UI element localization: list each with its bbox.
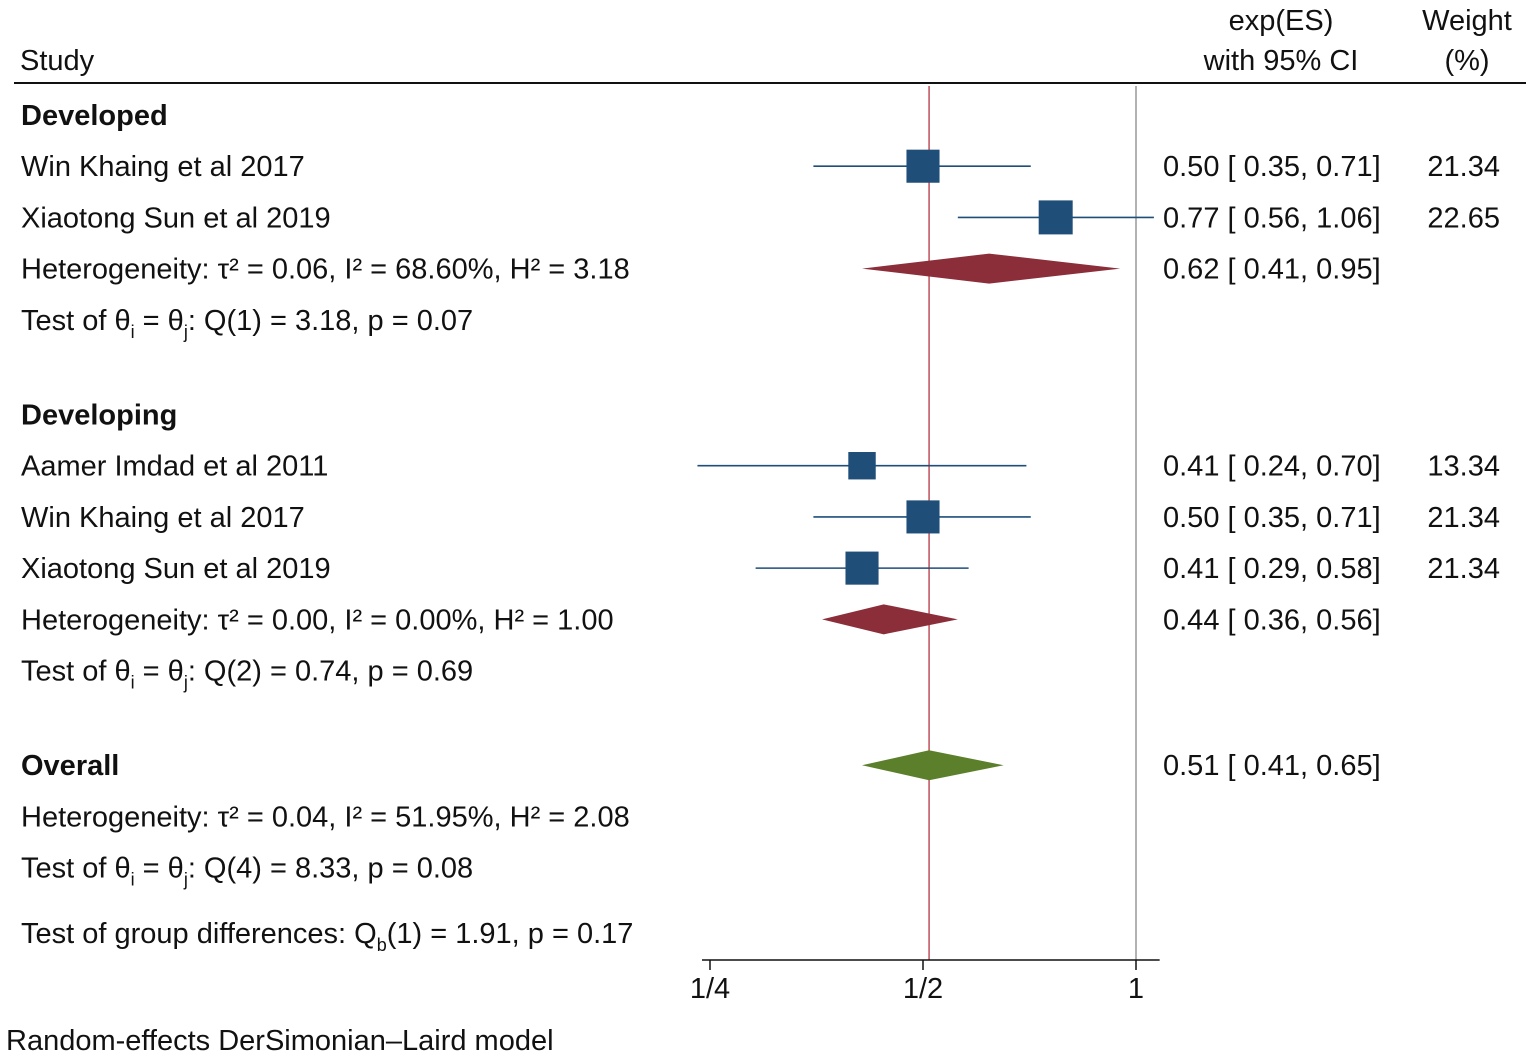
weight-value: 21.34 <box>1427 502 1500 534</box>
study-label: Aamer Imdad et al 2011 <box>21 451 328 483</box>
effect-ci-value: 0.77 [ 0.56, 1.06] <box>1163 202 1381 234</box>
weight-value: 13.34 <box>1427 451 1500 483</box>
x-tick-label: 1 <box>1128 973 1144 1005</box>
effect-square <box>845 551 879 585</box>
heterogeneity-label: Heterogeneity: τ² = 0.06, I² = 68.60%, H… <box>21 254 630 286</box>
forest-rows: Developed Win Khaing et al 2017 0.50 [ 0.3… <box>21 100 1500 955</box>
homogeneity-test-label: Test of θi = θj: Q(1) = 3.18, p = 0.07 <box>21 305 473 342</box>
x-axis-ticks: 1/4 1/2 1 <box>690 960 1144 1005</box>
overall-diamond <box>862 750 1004 781</box>
effect-ci-value: 0.44 [ 0.36, 0.56] <box>1163 604 1381 636</box>
study-label: Xiaotong Sun et al 2019 <box>21 202 331 234</box>
x-tick-label: 1/2 <box>903 973 943 1005</box>
subgroup-heading: Developing <box>21 400 177 432</box>
group-difference-test-label: Test of group differences: Qb(1) = 1.91,… <box>21 918 633 955</box>
homogeneity-test-label: Test of θi = θj: Q(4) = 8.33, p = 0.08 <box>21 853 473 890</box>
effect-square <box>1038 200 1073 235</box>
overall-heading: Overall <box>21 750 119 782</box>
header-study: Study <box>20 45 95 77</box>
weight-value: 22.65 <box>1427 202 1500 234</box>
effect-ci-value: 0.51 [ 0.41, 0.65] <box>1163 750 1381 782</box>
effect-ci-value: 0.50 [ 0.35, 0.71] <box>1163 502 1381 534</box>
subgroup-heading: Developed <box>21 100 168 132</box>
header-weight-line2: (%) <box>1444 45 1489 77</box>
effect-square <box>906 149 940 183</box>
heterogeneity-label: Heterogeneity: τ² = 0.04, I² = 51.95%, H… <box>21 801 630 833</box>
model-footnote: Random-effects DerSimonian–Laird model <box>6 1025 554 1057</box>
effect-ci-value: 0.41 [ 0.24, 0.70] <box>1163 451 1381 483</box>
heterogeneity-label: Heterogeneity: τ² = 0.00, I² = 0.00%, H²… <box>21 604 614 636</box>
effect-square <box>906 500 940 534</box>
header-es-line2: with 95% CI <box>1203 45 1359 77</box>
subgroup-diamond <box>822 604 958 635</box>
weight-value: 21.34 <box>1427 151 1500 183</box>
header-es-line1: exp(ES) <box>1229 5 1334 37</box>
effect-ci-value: 0.41 [ 0.29, 0.58] <box>1163 553 1381 585</box>
x-tick-label: 1/4 <box>690 973 730 1005</box>
study-label: Win Khaing et al 2017 <box>21 502 305 534</box>
effect-square <box>848 452 876 480</box>
header-weight-line1: Weight <box>1422 5 1512 37</box>
subgroup-diamond <box>862 253 1121 284</box>
homogeneity-test-label: Test of θi = θj: Q(2) = 0.74, p = 0.69 <box>21 656 473 693</box>
study-label: Win Khaing et al 2017 <box>21 151 305 183</box>
weight-value: 21.34 <box>1427 553 1500 585</box>
effect-ci-value: 0.50 [ 0.35, 0.71] <box>1163 151 1381 183</box>
effect-ci-value: 0.62 [ 0.41, 0.95] <box>1163 254 1381 286</box>
study-label: Xiaotong Sun et al 2019 <box>21 553 331 585</box>
